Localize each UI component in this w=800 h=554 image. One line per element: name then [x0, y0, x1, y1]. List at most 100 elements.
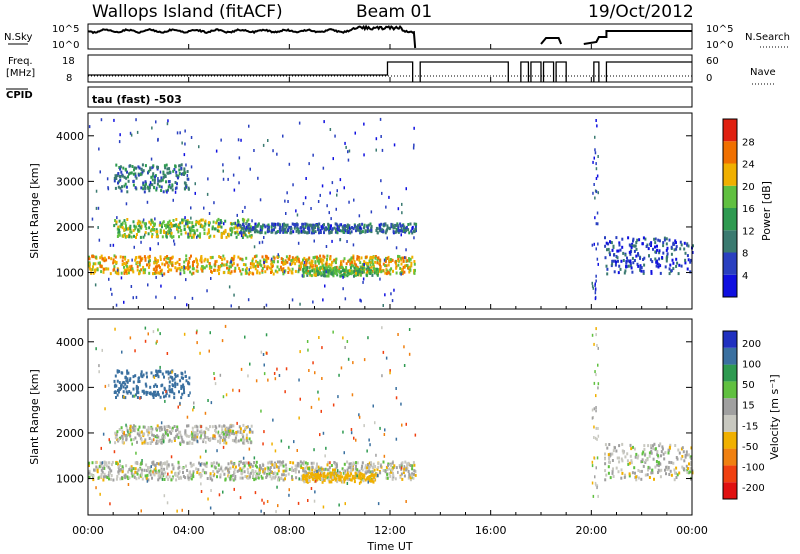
- echo-cell: [593, 456, 595, 460]
- echo-cell: [112, 268, 115, 272]
- echo-cell: [382, 350, 385, 354]
- echo-cell: [228, 267, 231, 271]
- echo-cell: [690, 457, 693, 460]
- echo-cell: [675, 257, 678, 261]
- echo-cell: [156, 373, 159, 377]
- echo-cell: [148, 189, 151, 193]
- echo-cell: [273, 463, 276, 466]
- echo-cell: [314, 261, 317, 265]
- echo-cell: [234, 436, 237, 440]
- echo-cell: [376, 467, 379, 471]
- echo-cell: [260, 474, 263, 478]
- echo-cell: [312, 227, 315, 231]
- echo-cell: [633, 447, 636, 451]
- echo-cell: [295, 467, 298, 471]
- echo-cell: [400, 262, 403, 266]
- echo-cell: [223, 424, 225, 428]
- echo-cell: [405, 225, 408, 229]
- echo-cell: [363, 153, 365, 157]
- echo-cell: [157, 393, 160, 397]
- echo-cell: [161, 262, 164, 266]
- echo-cell: [403, 345, 405, 349]
- echo-cell: [167, 223, 170, 227]
- echo-cell: [178, 476, 180, 480]
- echo-cell: [262, 442, 264, 446]
- echo-cell: [593, 425, 595, 429]
- echo-cell: [635, 475, 637, 479]
- echo-cell: [358, 415, 361, 419]
- echo-cell: [125, 261, 128, 265]
- echo-cell: [648, 254, 650, 258]
- echo-cell: [159, 228, 162, 232]
- echo-cell: [160, 179, 163, 183]
- echo-cell: [353, 462, 355, 466]
- colorbar-tick-label: -200: [742, 483, 765, 494]
- echo-cell: [329, 226, 332, 230]
- echo-cell: [174, 373, 177, 376]
- echo-cell: [114, 219, 117, 222]
- echo-cell: [353, 477, 356, 481]
- echo-cell: [596, 456, 599, 460]
- echo-cell: [137, 391, 140, 395]
- echo-cell: [162, 391, 164, 395]
- echo-cell: [290, 230, 292, 234]
- echo-cell: [123, 233, 126, 236]
- echo-cell: [351, 226, 354, 230]
- echo-cell: [152, 396, 155, 399]
- echo-cell: [597, 155, 599, 158]
- echo-cell: [604, 478, 607, 482]
- echo-cell: [349, 231, 352, 235]
- echo-cell: [140, 268, 143, 272]
- echo-cell: [316, 462, 318, 466]
- echo-cell: [190, 272, 193, 276]
- echo-cell: [178, 168, 181, 172]
- y-tick-label: 2000: [56, 221, 84, 234]
- echo-cell: [271, 463, 274, 467]
- echo-cell: [414, 268, 416, 272]
- echo-cell: [594, 284, 596, 288]
- echo-cell: [351, 393, 354, 397]
- echo-cell: [282, 478, 285, 482]
- echo-cell: [280, 461, 283, 465]
- echo-cell: [366, 463, 369, 467]
- echo-cell: [119, 255, 122, 259]
- echo-cell: [298, 268, 300, 272]
- echo-cell: [99, 264, 102, 268]
- echo-cell: [282, 228, 285, 232]
- echo-cell: [203, 224, 206, 228]
- echo-cell: [151, 126, 153, 130]
- echo-cell: [294, 258, 297, 261]
- echo-cell: [239, 269, 242, 273]
- echo-cell: [181, 508, 183, 512]
- echo-cell: [158, 184, 161, 188]
- echo-cell: [116, 369, 119, 373]
- echo-cell: [605, 241, 608, 245]
- echo-cell: [112, 478, 115, 482]
- echo-cell: [316, 259, 319, 263]
- echo-cell: [247, 441, 250, 444]
- echo-cell: [303, 266, 305, 270]
- echo-cell: [356, 255, 359, 259]
- echo-cell: [344, 225, 346, 228]
- echo-cell: [594, 135, 596, 139]
- echo-cell: [209, 425, 211, 429]
- echo-cell: [136, 440, 138, 444]
- echo-cell: [155, 235, 158, 239]
- echo-cell: [187, 394, 190, 397]
- echo-cell: [109, 272, 112, 276]
- echo-cell: [296, 449, 298, 452]
- echo-cell: [300, 261, 303, 265]
- echo-cell: [166, 232, 169, 236]
- echo-cell: [118, 219, 121, 223]
- echo-cell: [254, 470, 257, 474]
- echo-cell: [400, 272, 402, 276]
- echo-cell: [180, 387, 183, 390]
- colorbar-cell: [723, 415, 737, 432]
- echo-cell: [319, 231, 322, 234]
- echo-cell: [615, 466, 618, 470]
- echo-cell: [333, 476, 336, 480]
- echo-cell: [341, 225, 344, 229]
- echo-cell: [95, 465, 98, 469]
- echo-cell: [149, 441, 152, 445]
- echo-cell: [124, 433, 127, 437]
